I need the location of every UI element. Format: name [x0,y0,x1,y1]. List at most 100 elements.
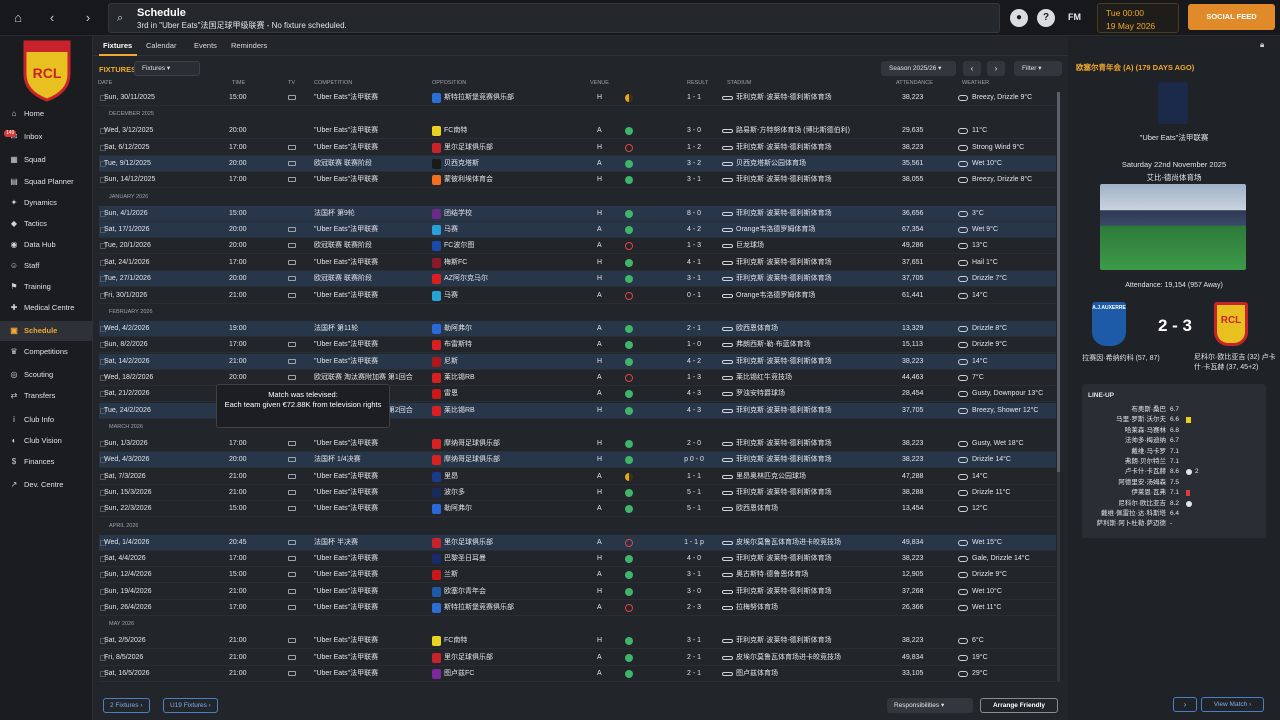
tv-icon[interactable] [288,358,296,364]
lineup-row[interactable]: 戴维·佩雷拉·达·科斯塔 6.4 [1082,509,1266,519]
fixture-competition[interactable]: "Uber Eats"法甲联赛 [314,127,379,135]
fixture-opposition[interactable]: 团结学校 [444,209,472,217]
tv-icon[interactable] [288,556,296,562]
tv-icon[interactable] [288,638,296,644]
fixture-opposition[interactable]: 摩纳哥足球俱乐部 [444,456,500,464]
fixture-result[interactable]: 2 - 1 [686,324,701,332]
fixture-stadium[interactable]: 菲利克斯·波莱特-德利斯体育场 [736,637,832,645]
fixture-stadium[interactable]: 菲利克斯·波莱特-德利斯体育场 [736,439,832,447]
tab-reminders[interactable]: Reminders [231,41,268,50]
fixture-row[interactable]: Sun, 14/12/2025 17:00 "Uber Eats"法甲联赛 蒙彼利埃体… [99,172,1056,189]
row-checkbox[interactable] [100,342,106,349]
fixture-row[interactable]: Sun, 22/3/2026 15:00 "Uber Eats"法甲联赛 勒阿弗尔 A 5… [99,501,1056,518]
fixture-opposition[interactable]: 里昂 [444,472,458,480]
fixture-stadium[interactable]: 菲利克斯·波莱特-德利斯体育场 [736,209,832,217]
fixture-stadium[interactable]: Orange韦洛德罗姆体育场 [736,291,816,299]
tv-icon[interactable] [288,506,296,512]
fixture-stadium[interactable]: 菲利克斯·波莱特-德利斯体育场 [736,258,832,266]
row-checkbox[interactable] [100,556,106,563]
fixture-row[interactable]: Wed, 4/2/2026 19:00 法国杯 第11轮 勒阿弗尔 A 2 - 1 欧西恩体… [99,320,1056,337]
fixture-result[interactable]: 3 - 1 [686,176,701,184]
fixture-row[interactable]: Fri, 8/5/2026 21:00 "Uber Eats"法甲联赛 里尔足球俱乐部… [99,650,1056,666]
fixture-result[interactable]: 2 - 0 [686,439,701,447]
social-feed-button[interactable]: SOCIAL FEED [1188,4,1275,30]
row-checkbox[interactable] [100,95,106,101]
tv-icon[interactable] [288,177,296,183]
row-checkbox[interactable] [100,539,106,546]
fixture-competition[interactable]: 法国杯 1/4决赛 [314,456,361,464]
fixture-stadium[interactable]: 菲利克斯·波莱特-德利斯体育场 [736,176,832,184]
fixture-competition[interactable]: "Uber Eats"法甲联赛 [314,505,379,513]
sidebar-item-transfers[interactable]: ⇄ Transfers [0,386,93,406]
row-checkbox[interactable] [100,407,106,414]
tv-icon[interactable] [288,539,296,545]
fixture-result[interactable]: 2 - 1 [686,670,701,678]
tv-icon[interactable] [288,572,296,578]
fixture-stadium[interactable]: 菲利克斯·波莱特-德利斯体育场 [736,555,832,563]
row-checkbox[interactable] [100,227,106,234]
fixture-competition[interactable]: "Uber Eats"法甲联赛 [314,291,379,299]
fixture-result[interactable]: 1 - 3 [686,242,701,250]
fixture-competition[interactable]: "Uber Eats"法甲联赛 [314,439,379,447]
fixture-stadium[interactable]: Orange韦洛德罗姆体育场 [736,226,816,234]
fixture-competition[interactable]: "Uber Eats"法甲联赛 [314,489,379,496]
fixture-competition[interactable]: "Uber Eats"法甲联赛 [314,258,379,266]
row-checkbox[interactable] [100,671,106,678]
fixture-competition[interactable]: "Uber Eats"法甲联赛 [314,587,379,595]
fixture-result[interactable]: 1 - 3 [686,373,701,381]
fixture-row[interactable]: Fri, 30/1/2026 21:00 "Uber Eats"法甲联赛 马赛 A 0 -… [99,288,1056,304]
fixture-row[interactable]: Wed, 1/4/2026 20:45 法国杯 半决赛 里尔足球俱乐部 A 1 - 1 p… [99,534,1056,551]
row-checkbox[interactable] [100,128,106,135]
fixture-opposition[interactable]: 雷恩 [444,390,458,398]
row-checkbox[interactable] [100,506,106,513]
fixture-result[interactable]: p 0 - 0 [684,456,704,464]
fixture-row[interactable]: Sun, 8/2/2026 17:00 "Uber Eats"法甲联赛 布雷斯特 A 1 … [99,337,1056,354]
sidebar-item-dev-centre[interactable]: ↗ Dev. Centre [0,475,93,495]
row-checkbox[interactable] [100,276,106,283]
fixture-competition[interactable]: "Uber Eats"法甲联赛 [314,176,379,184]
tv-icon[interactable] [288,440,296,446]
fixture-stadium[interactable]: 巨龙球场 [736,242,764,250]
tv-icon[interactable] [288,95,296,100]
fixture-stadium[interactable]: 菲利克斯·波莱特-德利斯体育场 [736,456,832,464]
fixture-competition[interactable]: "Uber Eats"法甲联赛 [314,670,379,678]
fixture-row[interactable]: Sat, 24/1/2026 17:00 "Uber Eats"法甲联赛 梅斯FC H 4… [99,255,1056,271]
lineup-row[interactable]: 戴维·马卡罗 7.1 [1082,447,1266,457]
tv-icon[interactable] [288,276,296,282]
fixture-opposition[interactable]: 里尔足球俱乐部 [444,538,493,546]
fixture-row[interactable]: Tue, 27/1/2026 20:00 欧冠联赛 联赛阶段 AZ阿尔克马尔 H 3 - … [99,271,1056,288]
lock-icon[interactable]: 🔒︎ [1260,40,1265,49]
row-checkbox[interactable] [100,243,106,250]
tv-icon[interactable] [288,457,296,463]
home-icon[interactable]: ⌂ [14,10,22,25]
row-checkbox[interactable] [100,358,106,365]
fixture-stadium[interactable]: 菲利克斯·波莱特-德利斯体育场 [736,94,832,101]
fixture-competition[interactable]: "Uber Eats"法甲联赛 [314,472,379,480]
tv-icon[interactable] [288,605,296,611]
fixture-row[interactable]: Sun, 26/4/2026 17:00 "Uber Eats"法甲联赛 斯特拉斯堡竞… [99,600,1056,617]
fixture-stadium[interactable]: 罗浊安特爵球场 [736,390,785,398]
away-team-crest[interactable]: RCL [1214,302,1248,346]
fixture-competition[interactable]: 欧冠联赛 联赛阶段 [314,160,372,168]
sidebar-item-schedule[interactable]: ▣ Schedule [0,321,93,341]
fixture-result[interactable]: 0 - 1 [686,291,701,299]
fixture-competition[interactable]: 欧冠联赛 联赛阶段 [314,275,372,283]
fixture-stadium[interactable]: 菲利克斯·波莱特-德利斯体育场 [736,275,832,283]
fixture-stadium[interactable]: 菲利克斯·波莱特-德利斯体育场 [736,489,832,496]
row-checkbox[interactable] [100,588,106,595]
match-panel-title[interactable]: 欧塞尔青年会 (A) (179 DAYS AGO) [1076,63,1195,72]
lineup-row[interactable]: 伊莱恩·瓦弗 7.1 [1082,488,1266,498]
fixture-stadium[interactable]: 欧西恩体育场 [736,324,778,332]
fixture-competition[interactable]: "Uber Eats"法甲联赛 [314,357,379,365]
tv-icon[interactable] [288,227,296,233]
fixture-result[interactable]: 3 - 1 [686,275,701,283]
fixture-competition[interactable]: "Uber Eats"法甲联赛 [314,604,379,612]
fixture-opposition[interactable]: 里尔足球俱乐部 [444,653,493,661]
fixture-opposition[interactable]: FC南特 [444,637,468,645]
col-competition[interactable]: COMPETITION [314,80,353,86]
tv-icon[interactable] [288,144,296,150]
tv-icon[interactable] [288,292,296,298]
row-checkbox[interactable] [100,325,106,332]
col-venue[interactable]: VENUE [590,80,609,86]
